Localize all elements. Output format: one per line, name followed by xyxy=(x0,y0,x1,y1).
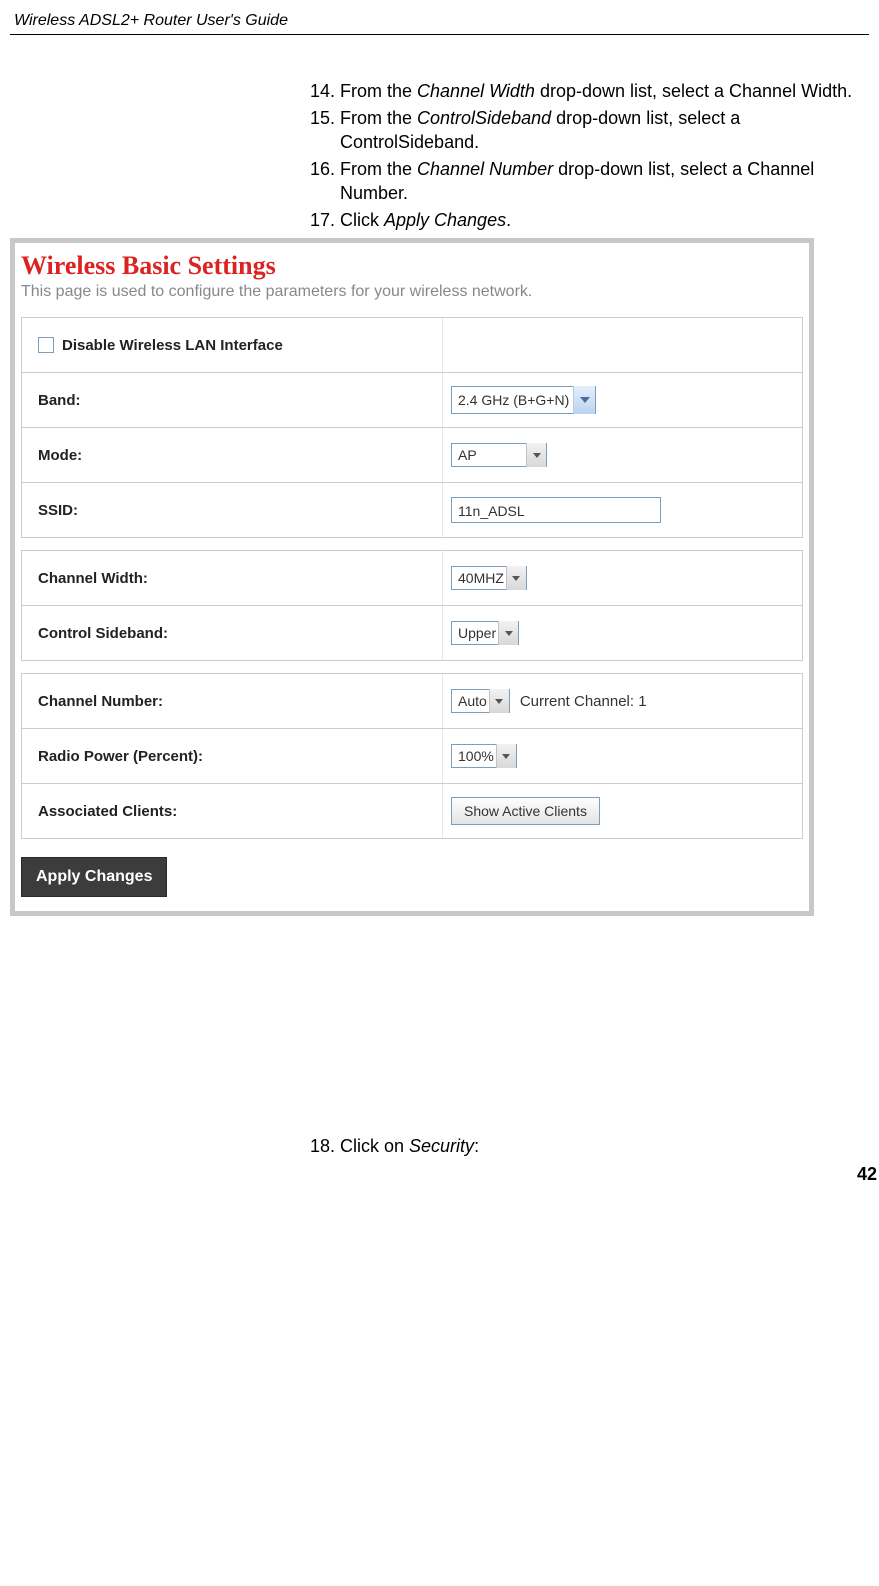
band-label: Band: xyxy=(22,392,442,409)
band-select[interactable]: 2.4 GHz (B+G+N) xyxy=(451,386,596,414)
settings-panel: Wireless Basic Settings This page is use… xyxy=(10,238,814,916)
instructions-bottom: Click on Security: xyxy=(310,1136,869,1157)
page-number: 42 xyxy=(857,1164,877,1185)
assoc-label: Associated Clients: xyxy=(22,803,442,820)
radio-select[interactable]: 100% xyxy=(451,744,517,768)
panel-title: Wireless Basic Settings xyxy=(15,243,809,281)
instructions-top: From the Channel Width drop-down list, s… xyxy=(310,80,869,232)
radio-label: Radio Power (Percent): xyxy=(22,748,442,765)
dropdown-arrow-icon xyxy=(496,744,516,768)
row-chwidth: Channel Width: 40MHZ xyxy=(22,551,802,606)
page: Wireless ADSL2+ Router User's Guide From… xyxy=(0,0,879,1187)
block-basic: Disable Wireless LAN Interface Band: 2.4… xyxy=(21,317,803,538)
row-ssid: SSID: 11n_ADSL xyxy=(22,483,802,537)
dropdown-arrow-icon xyxy=(489,689,509,713)
dropdown-arrow-icon xyxy=(573,386,595,414)
row-mode: Mode: AP xyxy=(22,428,802,483)
chwidth-label: Channel Width: xyxy=(22,570,442,587)
chnum-select[interactable]: Auto xyxy=(451,689,510,713)
instruction-14: From the Channel Width drop-down list, s… xyxy=(340,80,869,103)
ssid-input[interactable]: 11n_ADSL xyxy=(451,497,661,523)
instruction-17: Click Apply Changes. xyxy=(340,209,869,232)
disable-label: Disable Wireless LAN Interface xyxy=(62,337,283,354)
row-band: Band: 2.4 GHz (B+G+N) xyxy=(22,373,802,428)
instruction-18: Click on Security: xyxy=(340,1136,869,1157)
dropdown-arrow-icon xyxy=(506,566,526,590)
doc-header: Wireless ADSL2+ Router User's Guide xyxy=(10,10,869,35)
panel-subtitle: This page is used to configure the param… xyxy=(15,281,809,317)
row-ctrlsb: Control Sideband: Upper xyxy=(22,606,802,660)
dropdown-arrow-icon xyxy=(498,621,518,645)
row-radio: Radio Power (Percent): 100% xyxy=(22,729,802,784)
mode-label: Mode: xyxy=(22,447,442,464)
mode-select[interactable]: AP xyxy=(451,443,547,467)
ssid-label: SSID: xyxy=(22,502,442,519)
row-disable: Disable Wireless LAN Interface xyxy=(22,318,802,373)
ctrlsb-label: Control Sideband: xyxy=(22,625,442,642)
chnum-current: Current Channel: 1 xyxy=(520,693,647,710)
disable-checkbox[interactable] xyxy=(38,337,54,353)
dropdown-arrow-icon xyxy=(526,443,546,467)
show-clients-button[interactable]: Show Active Clients xyxy=(451,797,600,825)
ctrlsb-select[interactable]: Upper xyxy=(451,621,519,645)
apply-changes-button[interactable]: Apply Changes xyxy=(21,857,167,897)
block-radio: Channel Number: Auto Current Channel: 1 … xyxy=(21,673,803,839)
row-chnum: Channel Number: Auto Current Channel: 1 xyxy=(22,674,802,729)
row-assoc: Associated Clients: Show Active Clients xyxy=(22,784,802,838)
instruction-15: From the ControlSideband drop-down list,… xyxy=(340,107,869,154)
instruction-16: From the Channel Number drop-down list, … xyxy=(340,158,869,205)
chwidth-select[interactable]: 40MHZ xyxy=(451,566,527,590)
block-channel: Channel Width: 40MHZ Control Sideband: U… xyxy=(21,550,803,661)
chnum-label: Channel Number: xyxy=(22,693,442,710)
